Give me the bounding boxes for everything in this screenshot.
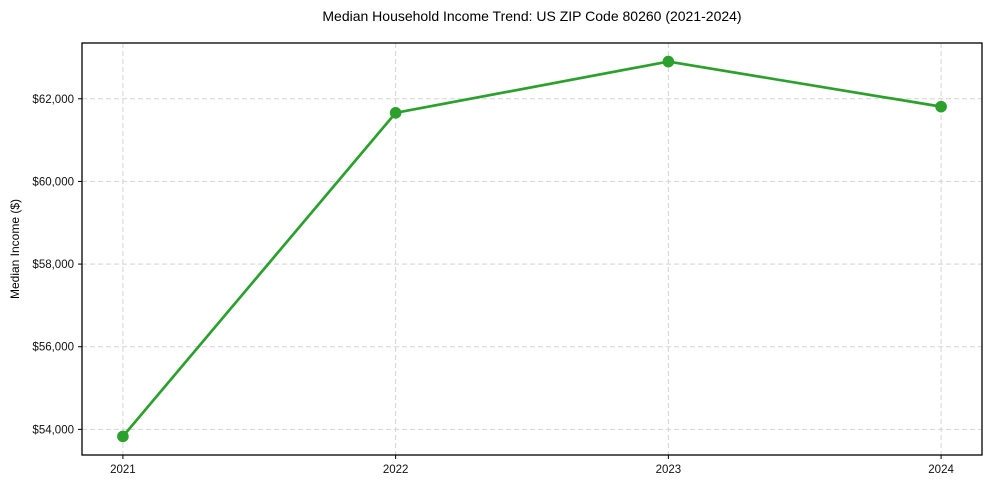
- y-tick-label: $58,000: [32, 259, 74, 271]
- y-tick-label: $62,000: [32, 94, 74, 106]
- chart-title: Median Household Income Trend: US ZIP Co…: [322, 8, 742, 24]
- data-point-marker: [662, 55, 675, 68]
- trend-line: [121, 60, 943, 438]
- y-tick-label: $56,000: [32, 342, 74, 354]
- y-tick-label: $54,000: [32, 424, 74, 436]
- axes-border: [81, 42, 983, 456]
- x-tick-label: 2023: [656, 464, 682, 476]
- x-tick-label: 2024: [928, 464, 954, 476]
- y-tick-label: $60,000: [32, 176, 74, 188]
- x-tick-label: 2022: [383, 464, 409, 476]
- x-tick-label: 2021: [110, 464, 136, 476]
- data-point-marker: [117, 430, 129, 443]
- data-point-marker: [935, 100, 947, 113]
- data-point-marker: [389, 107, 402, 119]
